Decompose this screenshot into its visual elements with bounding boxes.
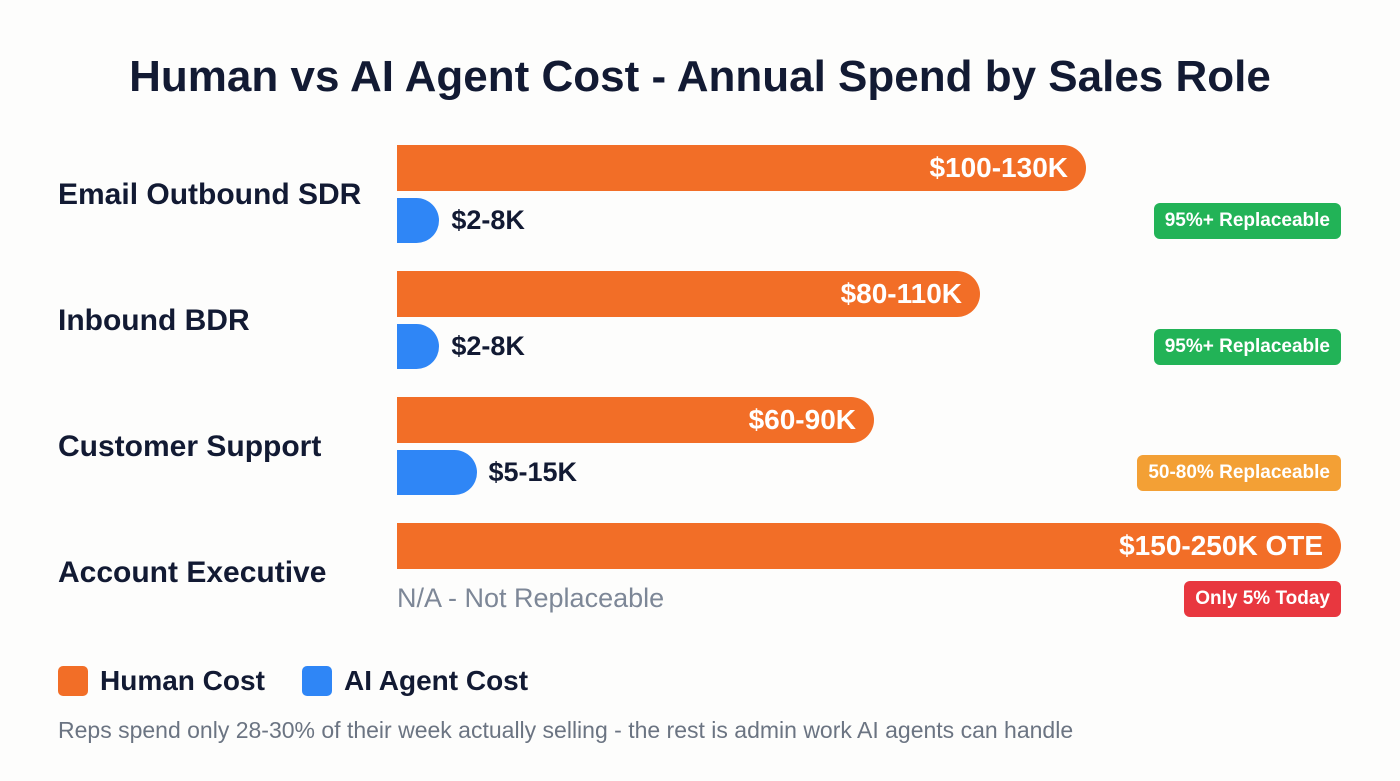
ai-cost-label: $2-8K: [451, 331, 525, 361]
replaceability-badge: Only 5% Today: [1184, 581, 1341, 617]
replaceability-badge: 50-80% Replaceable: [1137, 455, 1341, 491]
chart-title: Human vs AI Agent Cost - Annual Spend by…: [129, 52, 1271, 101]
ai-cost-na-label: N/A - Not Replaceable: [397, 583, 665, 613]
category-label: Customer Support: [58, 430, 322, 463]
category-label: Inbound BDR: [58, 304, 250, 337]
legend-label-ai: AI Agent Cost: [344, 665, 529, 696]
category-label: Account Executive: [58, 556, 327, 589]
ai-cost-bar: [397, 324, 440, 369]
ai-cost-bar: [397, 198, 440, 243]
category-label: Email Outbound SDR: [58, 178, 362, 211]
human-cost-bar: [397, 523, 1341, 569]
legend-label-human: Human Cost: [100, 665, 265, 696]
legend-swatch-ai: [302, 666, 332, 696]
ai-cost-label: $5-15K: [488, 457, 578, 487]
legend-item-ai: AI Agent Cost: [302, 665, 528, 697]
ai-cost-bar: [397, 450, 477, 495]
human-cost-bar: [397, 397, 874, 443]
human-cost-bar: [397, 271, 980, 317]
human-cost-label: $80-110K: [840, 278, 962, 309]
human-cost-label: $60-90K: [748, 404, 856, 435]
human-cost-label: $100-130K: [929, 152, 1068, 183]
human-cost-bar: [397, 145, 1086, 191]
ai-cost-label: $2-8K: [451, 205, 525, 235]
replaceability-badge: 95%+ Replaceable: [1153, 329, 1341, 365]
human-cost-label: $150-250K OTE: [1119, 530, 1323, 561]
legend-item-human: Human Cost: [58, 665, 265, 697]
replaceability-badge: 95%+ Replaceable: [1153, 203, 1341, 239]
legend-swatch-human: [58, 666, 88, 696]
footnote: Reps spend only 28-30% of their week act…: [58, 717, 1074, 743]
